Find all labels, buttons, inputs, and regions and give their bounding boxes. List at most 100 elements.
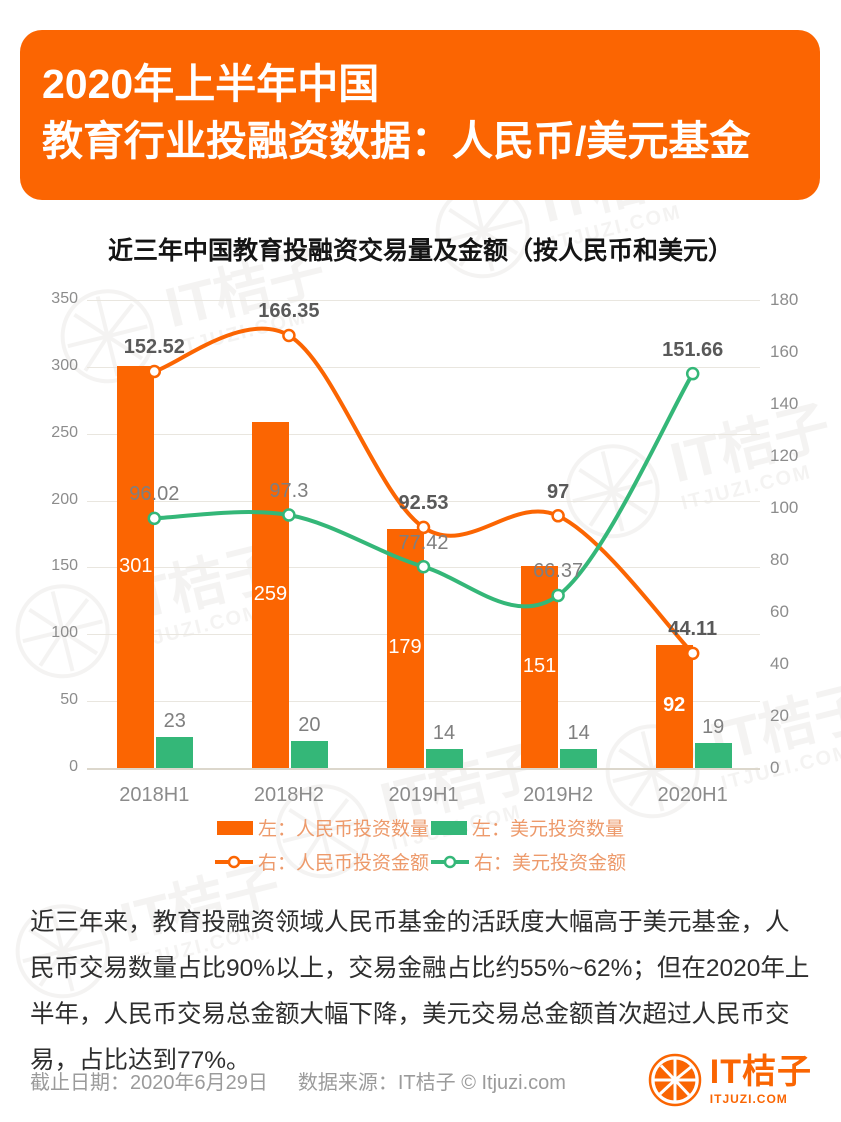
gridline <box>87 366 760 368</box>
x-axis-label: 2018H1 <box>119 784 190 806</box>
line-value-label: 92.53 <box>398 492 449 515</box>
line-series-layer <box>147 326 700 661</box>
header-title-line1: 2020年上半年中国 <box>42 61 380 107</box>
cny-line-swatch-icon <box>214 855 253 868</box>
left-axis-tick: 100 <box>51 624 78 642</box>
orange-slice-icon <box>648 1053 702 1107</box>
left-axis-tick: 250 <box>51 423 78 441</box>
footer-date: 截止日期：2020年6月29日 <box>30 1071 268 1094</box>
x-axis-label: 2019H2 <box>523 784 594 806</box>
line-value-label: 97 <box>546 480 570 503</box>
line-value-label: 97.3 <box>269 480 309 503</box>
cny-count-bar <box>251 421 289 768</box>
data-point-marker <box>551 588 565 603</box>
left-axis-tick: 350 <box>51 290 78 307</box>
line-value-label: 44.11 <box>668 618 718 641</box>
gridline <box>87 701 760 703</box>
usd-count-bar <box>425 749 463 768</box>
logo-name: IT桔子 <box>709 1053 812 1091</box>
bar-value-label: 151 <box>522 655 557 678</box>
legend-label: 左：人民币投资数量 <box>257 819 429 840</box>
gridline <box>87 500 760 502</box>
data-point-marker <box>282 328 296 343</box>
logo-text-block: IT桔子 ITJUZI.COM <box>710 1055 812 1105</box>
x-axis-label: 2019H1 <box>388 784 459 806</box>
cny-count-bar <box>655 644 693 768</box>
usd-count-bar <box>156 737 194 768</box>
right-axis-tick: 100 <box>770 498 799 517</box>
footer: 截止日期：2020年6月29日 数据来源：IT桔子 © Itjuzi.com <box>30 1048 812 1112</box>
line-value-label: 166.35 <box>258 300 320 323</box>
chart-legend: 左：人民币投资数量 左：美元投资数量 右：人民币投资金额 右：美元投资 <box>0 814 841 875</box>
chart-title: 近三年中国教育投融资交易量及金额（按人民币和美元） <box>107 237 733 265</box>
summary-paragraph: 近三年来，教育投融资领域人民币基金的活跃度大幅高于美元基金，人民币交易数量占比9… <box>30 909 810 1074</box>
right-axis-tick: 160 <box>770 342 799 361</box>
gridline <box>87 634 760 636</box>
bar-value-label: 20 <box>298 714 321 737</box>
plot-area: 301 259 179 151 92 23 20 14 14 19 152.52 166.35 92.5… <box>87 300 760 770</box>
right-axis-tick: 140 <box>770 394 799 413</box>
right-axis-tick: 180 <box>770 290 799 309</box>
gridline <box>87 768 760 770</box>
header-title-line2: 教育行业投融资数据：人民币/美元基金 <box>42 118 751 164</box>
legend-item-cny-amount: 右：人民币投资金额 <box>214 848 429 875</box>
line-value-label: 96.02 <box>129 483 180 506</box>
bar-value-label: 259 <box>253 582 288 605</box>
gridline <box>87 300 760 301</box>
legend-row-bars: 左：人民币投资数量 左：美元投资数量 <box>216 814 624 841</box>
chart-canvas: 301 259 179 151 92 23 20 14 14 19 152.52 166.35 92.5… <box>0 285 841 820</box>
bar-value-label: 14 <box>432 722 456 745</box>
left-axis-tick: 50 <box>60 691 78 709</box>
data-point-marker <box>551 509 565 523</box>
right-axis-tick: 20 <box>770 706 789 725</box>
data-point-marker <box>685 646 700 661</box>
data-point-marker <box>147 364 162 379</box>
left-axis-tick: 150 <box>51 557 78 575</box>
legend-label: 右：人民币投资金额 <box>257 853 429 874</box>
line-value-label: 77.42 <box>398 531 449 554</box>
data-point-marker <box>685 366 700 381</box>
right-axis-tick: 120 <box>770 446 799 465</box>
footer-source: 数据来源：IT桔子 © Itjuzi.com <box>297 1071 566 1094</box>
right-axis-tick: 80 <box>770 550 789 569</box>
bar-value-label: 19 <box>702 715 725 738</box>
usd-count-bar <box>694 742 732 768</box>
right-axis-tick: 0 <box>770 758 780 777</box>
right-axis-tick: 60 <box>770 602 789 621</box>
header-banner: 2020年上半年中国 教育行业投融资数据：人民币/美元基金 <box>20 30 820 200</box>
itjuzi-logo: IT桔子 ITJUZI.COM <box>648 1053 812 1107</box>
cny-bar-swatch-icon <box>216 820 253 835</box>
data-point-marker <box>282 508 296 522</box>
left-axis-tick: 300 <box>51 356 78 374</box>
left-axis-tick: 200 <box>51 490 78 508</box>
bar-value-label: 92 <box>663 694 686 717</box>
gridline <box>87 433 760 435</box>
x-axis-label: 2020H1 <box>657 784 728 806</box>
x-axis-label: 2018H2 <box>253 784 324 806</box>
usd-bar-swatch-icon <box>431 820 467 835</box>
bar-value-label: 14 <box>567 722 590 745</box>
bar-value-label: 179 <box>388 636 422 659</box>
usd-line-swatch-icon <box>431 855 469 868</box>
logo-subtext: ITJUZI.COM <box>709 1092 788 1106</box>
left-axis-tick: 0 <box>69 758 78 775</box>
legend-row-lines: 右：人民币投资金额 右：美元投资金额 <box>214 848 626 875</box>
data-point-marker <box>416 520 431 535</box>
line-value-label: 152.52 <box>123 336 185 359</box>
legend-label: 右：美元投资金额 <box>474 853 627 874</box>
cny-count-bar <box>117 365 155 768</box>
line-path <box>152 371 695 609</box>
legend-item-usd-count: 左：美元投资数量 <box>431 814 624 841</box>
bar-value-label: 301 <box>119 554 153 577</box>
usd-count-bar <box>290 741 328 768</box>
line-value-label: 66.37 <box>533 560 584 583</box>
line-value-label: 151.66 <box>662 338 724 361</box>
data-point-marker <box>147 511 162 526</box>
legend-item-usd-amount: 右：美元投资金额 <box>431 848 626 875</box>
data-point-marker <box>416 559 431 574</box>
right-axis-tick: 40 <box>770 654 789 673</box>
legend-label: 左：美元投资数量 <box>472 819 625 840</box>
legend-item-cny-count: 左：人民币投资数量 <box>216 814 429 841</box>
bar-value-label: 23 <box>163 710 186 733</box>
